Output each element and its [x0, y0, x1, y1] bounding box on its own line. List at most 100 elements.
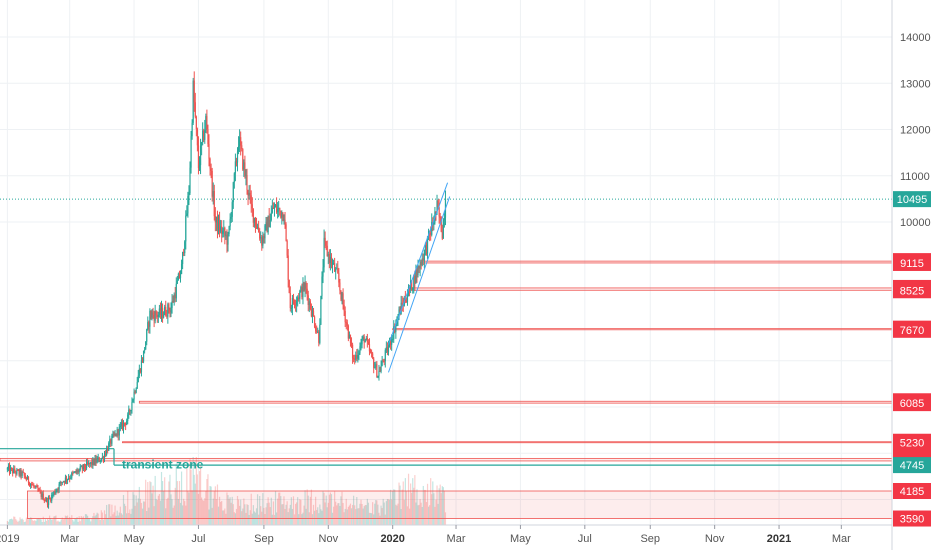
candle-body [65, 477, 68, 481]
candle-body [239, 137, 241, 147]
volume-bar [63, 518, 65, 525]
volume-bar [207, 474, 209, 525]
volume-bar [197, 493, 200, 525]
volume-bar [190, 469, 192, 525]
candle-body [270, 212, 272, 220]
volume-bar [436, 485, 438, 525]
volume-bar [45, 520, 48, 525]
volume-bar [147, 482, 149, 525]
candle-body [210, 168, 212, 171]
channel-lower-line [387, 196, 451, 373]
candle-body [439, 216, 441, 218]
volume-bar [28, 519, 31, 525]
volume-bar [245, 512, 247, 525]
time-axis[interactable]: 2019 Mar May Jul Sep Nov 2020 Mar May Jul Sep Nov 20… [0, 524, 892, 545]
volume-bar [404, 478, 406, 525]
badge-band-6-upper-bg [893, 483, 931, 500]
candle-body [212, 191, 214, 197]
volume-bar [227, 495, 229, 525]
volume-bar [169, 474, 171, 525]
price-band-6 [27, 490, 893, 519]
volume-bar [112, 514, 114, 525]
candle-body [366, 338, 368, 343]
candle-body [192, 80, 194, 123]
volume-bar [418, 504, 420, 525]
volume-bar [24, 521, 26, 525]
candle-body [27, 476, 30, 483]
price-axis[interactable]: 14000 13000 12000 11000 10000 [891, 0, 931, 550]
x-tick-label: 2019 [0, 533, 20, 545]
volume-bar [184, 501, 186, 525]
volume-bar [231, 496, 233, 525]
candle-body [214, 216, 216, 223]
candle-body [42, 493, 44, 500]
candle-body [208, 144, 210, 159]
candle-body [72, 472, 74, 474]
candle-body [217, 220, 220, 232]
candle-body [104, 453, 107, 455]
volume-bar [26, 518, 29, 525]
volume-bar [361, 503, 363, 525]
candle-body [73, 472, 75, 474]
volume-bar [339, 505, 341, 525]
volume-bar [237, 499, 240, 525]
candle-body [272, 207, 275, 209]
volume-bar [414, 475, 416, 525]
volume-bar [218, 496, 221, 525]
volume-bar [306, 489, 308, 525]
candle-body [261, 237, 263, 246]
candle-body [172, 301, 174, 303]
x-tick-label: Jul [191, 533, 205, 545]
candle-body [280, 210, 282, 218]
volume-bar [171, 499, 173, 525]
volume-bar [139, 498, 141, 525]
candle-body [112, 433, 114, 436]
candle-body [305, 282, 307, 289]
volume-bar [286, 501, 288, 525]
volume-bar [262, 493, 264, 525]
volume-bar [57, 520, 59, 525]
candle-body [407, 286, 410, 297]
volume-bar [177, 498, 179, 525]
volume-bar [14, 516, 16, 525]
volume-bar [435, 499, 437, 525]
volume-bar [433, 493, 435, 525]
volume-bar [102, 519, 105, 525]
volume-bar [405, 491, 408, 525]
volume-bar [232, 504, 234, 525]
candle-body [171, 301, 173, 308]
candle-body [420, 261, 422, 266]
volume-bar [383, 502, 385, 525]
volume-bar [58, 521, 60, 525]
candle-body [263, 236, 265, 239]
volume-bar [154, 475, 156, 525]
candle-body [130, 410, 132, 412]
candle-body [23, 472, 25, 476]
x-tick-label: Sep [640, 533, 660, 545]
candle-body [136, 382, 138, 389]
candle-body [254, 217, 257, 226]
candle-body [159, 308, 162, 315]
candle-body [101, 456, 103, 459]
candle-body [437, 201, 439, 208]
candle-body [387, 346, 390, 353]
candle-body [378, 370, 380, 377]
candle-body [169, 310, 171, 313]
horizontal-levels [0, 198, 893, 519]
candle-body [197, 145, 200, 169]
volume-bar [348, 505, 351, 525]
candle-body [49, 498, 51, 500]
volume-bar [240, 499, 242, 525]
price-band-2 [392, 328, 893, 331]
volume-bar [264, 514, 266, 525]
candlestick-series [6, 71, 447, 509]
volume-bar [279, 492, 281, 525]
volume-bar [152, 485, 154, 525]
candle-body [281, 212, 283, 218]
volume-bar [202, 500, 204, 525]
volume-bar [365, 505, 367, 525]
volume-bar [360, 499, 362, 525]
candle-body [148, 322, 150, 327]
candle-body [44, 500, 46, 502]
y-tick-label: 14000 [900, 32, 931, 44]
